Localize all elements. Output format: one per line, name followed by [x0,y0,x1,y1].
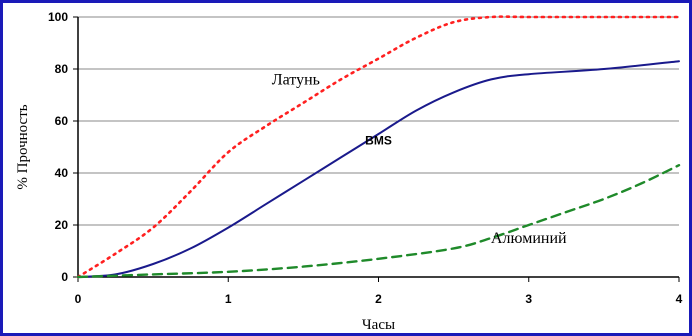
series-annotation-3: Алюминий [491,230,567,247]
x-axis-title: Часы [362,317,395,333]
series-line-3 [76,164,681,279]
y-tick-label-100: 100 [48,10,68,24]
y-axis-title: % Прочность [15,104,31,189]
x-tick-label-1: 1 [225,292,232,306]
strength-chart: 0 20 40 60 80 100 0 1 2 3 4 Часы % Прочность Латунь BM… [15,10,683,333]
series-line-1 [76,15,681,279]
y-tick-label-60: 60 [55,114,69,128]
x-tick-label-3: 3 [525,292,532,306]
y-tick-label-40: 40 [55,166,69,180]
y-tick-label-0: 0 [61,270,68,284]
y-tick-label-80: 80 [55,62,69,76]
series-annotation-2: BMS [365,133,392,147]
x-tick-label-0: 0 [75,292,82,306]
x-tick-label-2: 2 [375,292,382,306]
series-line-2 [77,60,680,278]
y-tick-label-20: 20 [55,218,69,232]
series-annotation-1: Латунь [272,72,320,89]
x-tick-label-4: 4 [676,292,683,306]
